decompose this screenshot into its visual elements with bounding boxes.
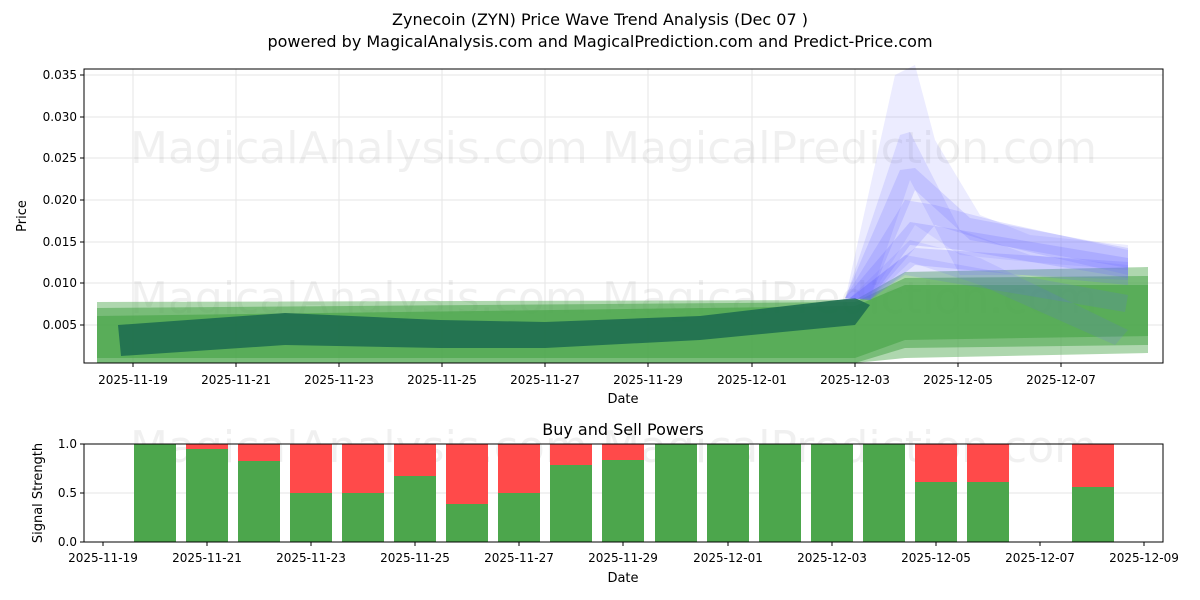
svg-text:2025-11-29: 2025-11-29: [588, 551, 658, 565]
svg-text:0.005: 0.005: [43, 318, 77, 332]
y-axis-ticks: 0.035 0.030 0.025 0.020 0.015 0.010 0.00…: [43, 68, 84, 332]
svg-text:0.025: 0.025: [43, 151, 77, 165]
svg-text:2025-11-23: 2025-11-23: [304, 373, 374, 387]
svg-text:2025-12-09: 2025-12-09: [1109, 551, 1179, 565]
y-axis-label: Price: [15, 200, 30, 232]
svg-text:0.5: 0.5: [58, 486, 77, 500]
forecast-waves: [845, 65, 1128, 345]
svg-text:0.0: 0.0: [58, 535, 77, 549]
svg-text:2025-12-05: 2025-12-05: [901, 551, 971, 565]
svg-text:0.010: 0.010: [43, 276, 77, 290]
svg-text:2025-12-03: 2025-12-03: [797, 551, 867, 565]
signal-chart-title: Buy and Sell Powers: [542, 420, 704, 439]
svg-text:0.020: 0.020: [43, 193, 77, 207]
svg-text:2025-11-21: 2025-11-21: [201, 373, 271, 387]
signal-y-ticks: 1.0 0.5 0.0: [58, 437, 84, 549]
signal-bars: [134, 444, 1114, 542]
svg-text:2025-12-07: 2025-12-07: [1026, 373, 1096, 387]
chart-title: Zynecoin (ZYN) Price Wave Trend Analysis…: [392, 10, 808, 29]
svg-text:2025-11-27: 2025-11-27: [484, 551, 554, 565]
svg-text:2025-11-27: 2025-11-27: [510, 373, 580, 387]
svg-text:0.015: 0.015: [43, 235, 77, 249]
chart-subtitle: powered by MagicalAnalysis.com and Magic…: [267, 32, 933, 51]
svg-text:2025-11-29: 2025-11-29: [613, 373, 683, 387]
svg-text:2025-12-03: 2025-12-03: [820, 373, 890, 387]
svg-text:2025-11-25: 2025-11-25: [407, 373, 477, 387]
svg-text:2025-12-01: 2025-12-01: [693, 551, 763, 565]
signal-y-axis-label: Signal Strength: [31, 443, 46, 543]
x-axis-ticks: 2025-11-19 2025-11-21 2025-11-23 2025-11…: [98, 363, 1096, 387]
svg-text:2025-12-07: 2025-12-07: [1005, 551, 1075, 565]
svg-text:2025-12-05: 2025-12-05: [923, 373, 993, 387]
svg-text:0.035: 0.035: [43, 68, 77, 82]
svg-text:2025-11-25: 2025-11-25: [380, 551, 450, 565]
history-band: [118, 298, 870, 356]
svg-text:2025-11-19: 2025-11-19: [98, 373, 168, 387]
svg-text:MagicalAnalysis.com: MagicalAnalysis.com: [130, 123, 588, 174]
svg-text:2025-11-19: 2025-11-19: [68, 551, 138, 565]
main-chart: MagicalAnalysis.com MagicalPrediction.co…: [15, 65, 1164, 407]
signal-x-ticks: 2025-11-19 2025-11-21 2025-11-23 2025-11…: [68, 542, 1179, 565]
svg-text:MagicalPrediction.com: MagicalPrediction.com: [602, 123, 1097, 174]
svg-text:2025-11-23: 2025-11-23: [276, 551, 346, 565]
svg-text:2025-11-21: 2025-11-21: [172, 551, 242, 565]
signal-chart: Buy and Sell Powers MagicalAnalysis.com …: [31, 420, 1179, 586]
x-axis-label: Date: [607, 392, 638, 407]
svg-text:2025-12-01: 2025-12-01: [717, 373, 787, 387]
svg-text:0.030: 0.030: [43, 110, 77, 124]
svg-text:1.0: 1.0: [58, 437, 77, 451]
signal-x-axis-label: Date: [607, 571, 638, 586]
